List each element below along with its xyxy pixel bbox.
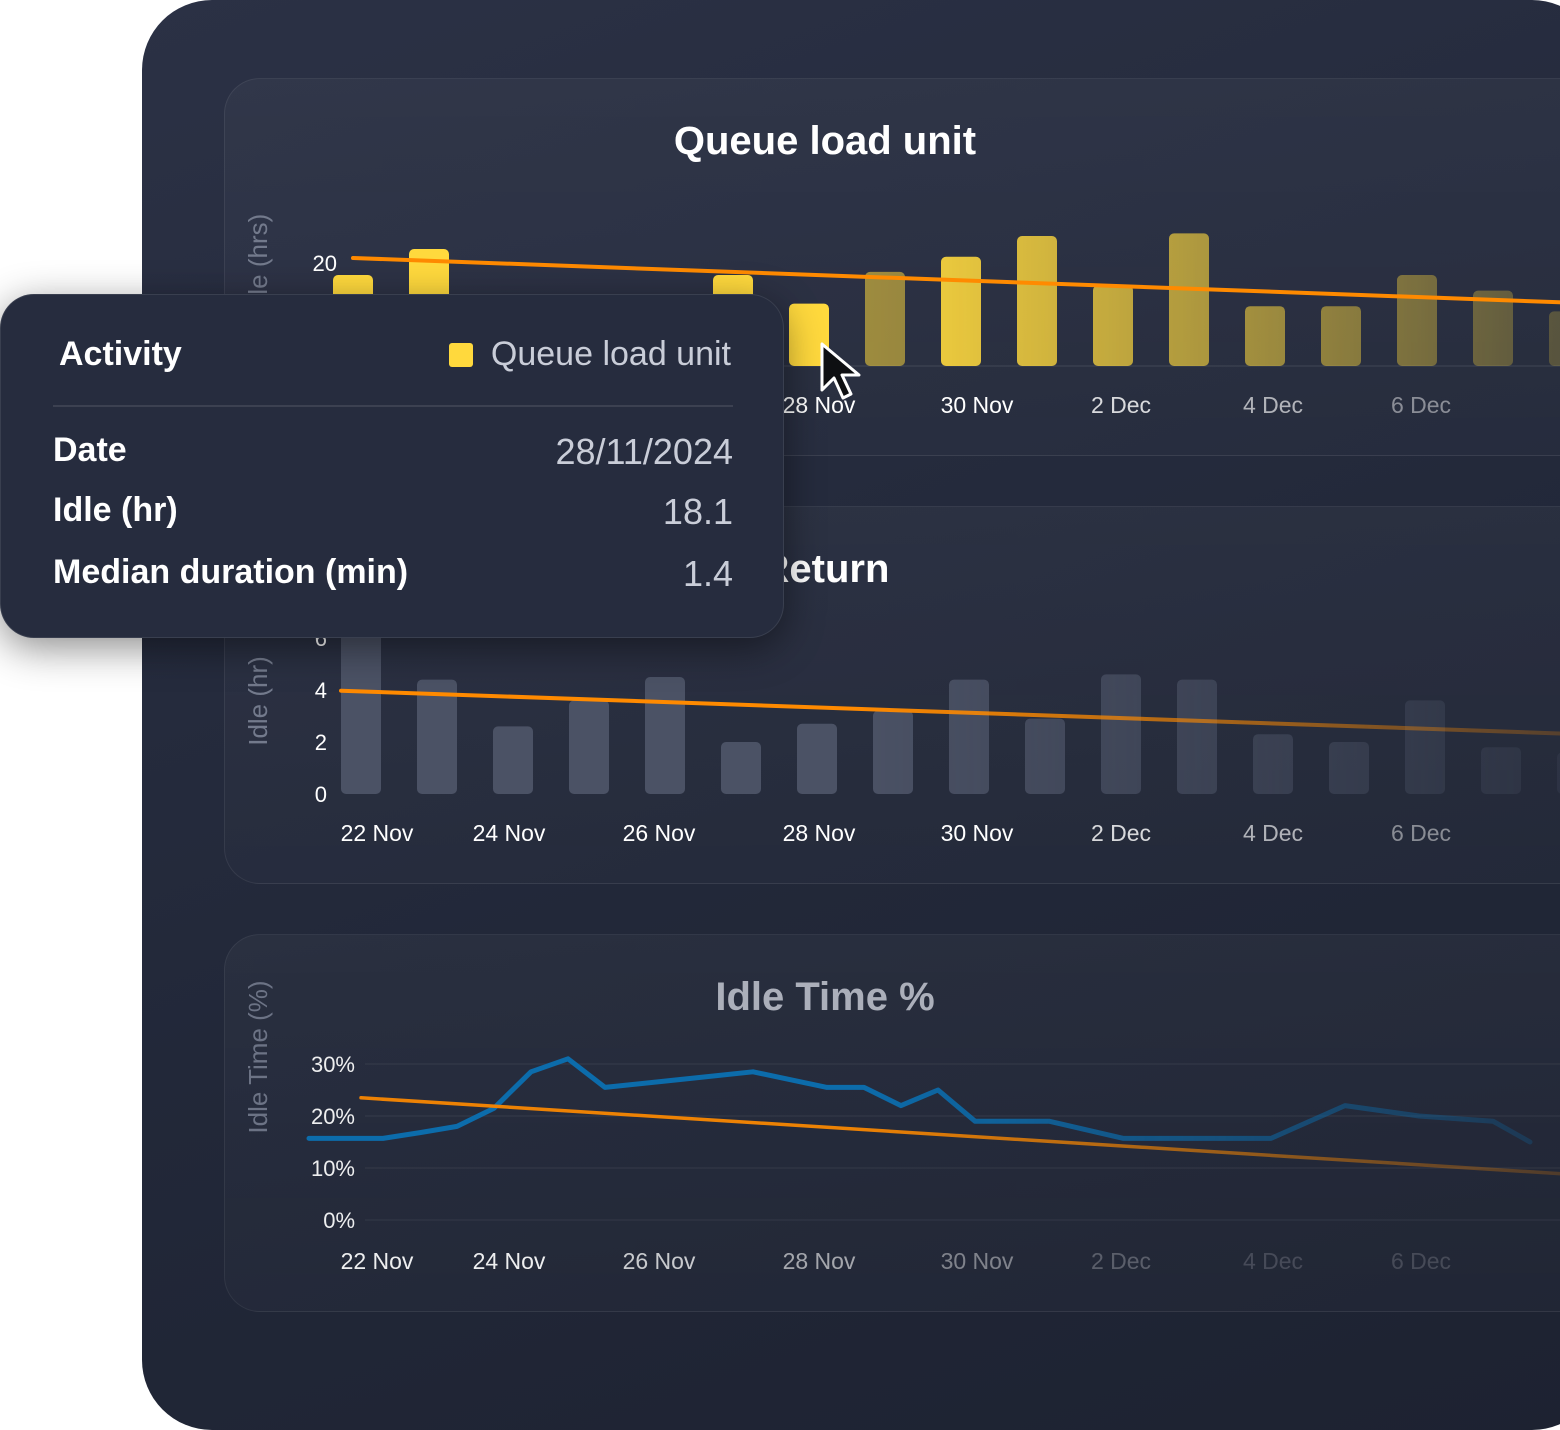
bar xyxy=(1017,236,1057,366)
chart-title: Queue load unit xyxy=(673,119,977,163)
bar xyxy=(1025,718,1065,794)
legend-swatch xyxy=(448,342,473,367)
bar xyxy=(1549,311,1560,366)
y-tick-label: 20% xyxy=(311,1104,355,1129)
row-label: Median duration (min) xyxy=(53,553,409,591)
bar xyxy=(1177,679,1217,794)
x-tick-label: 30 Nov xyxy=(941,392,1014,418)
bar xyxy=(1473,290,1513,366)
x-tick-label: 28 Nov xyxy=(783,1248,856,1274)
x-tick-label: 6 Dec xyxy=(1391,820,1451,846)
bar xyxy=(1169,233,1209,366)
bar xyxy=(949,679,989,794)
y-tick-label: 20 xyxy=(313,251,337,276)
bar xyxy=(493,726,533,794)
y-tick-label: 4 xyxy=(315,678,327,703)
trend-line xyxy=(359,1096,1560,1176)
bar xyxy=(1101,674,1141,794)
row-value: 28/11/2024 xyxy=(555,431,733,472)
chart-title: Idle Time % xyxy=(715,975,935,1019)
y-axis-label: Idle (hr) xyxy=(243,656,273,746)
x-tick-label: 4 Dec xyxy=(1243,1248,1303,1274)
x-tick-label: 2 Dec xyxy=(1091,392,1151,418)
y-tick-label: 0% xyxy=(323,1208,355,1233)
trend-line xyxy=(351,256,1560,305)
bar xyxy=(789,303,829,366)
bar xyxy=(1245,306,1285,366)
x-tick-label: 6 Dec xyxy=(1391,392,1451,418)
bar xyxy=(1329,742,1369,794)
tooltip-row-median: Median duration (min) 1.4 xyxy=(53,553,733,597)
y-tick-label: 30% xyxy=(311,1052,355,1077)
x-tick-label: 26 Nov xyxy=(623,820,696,846)
legend-label: Queue load unit xyxy=(490,335,731,373)
row-label: Date xyxy=(53,431,127,469)
x-tick-label: 22 Nov xyxy=(341,820,414,846)
bar xyxy=(1481,747,1521,794)
y-tick-label: 2 xyxy=(315,730,327,755)
tooltip-divider xyxy=(53,405,733,407)
x-tick-label: 2 Dec xyxy=(1091,820,1151,846)
return-chart-card: Return 0 2 4 6 Idle (hr) 22 Nov 24 Nov 26 Nov 28… xyxy=(224,506,1560,884)
bar xyxy=(1405,700,1445,794)
bar xyxy=(873,710,913,794)
bar xyxy=(865,271,905,366)
y-tick-label: 0 xyxy=(315,782,327,807)
bar xyxy=(341,630,381,794)
x-tick-label: 4 Dec xyxy=(1243,392,1303,418)
bar xyxy=(569,700,609,794)
x-tick-label: 30 Nov xyxy=(941,820,1014,846)
tooltip-row-date: Date 28/11/2024 xyxy=(53,431,733,475)
trend-line xyxy=(339,688,1560,736)
activity-tooltip: Activity Queue load unit Date 28/11/2024… xyxy=(0,294,784,638)
bar xyxy=(721,742,761,794)
idle-time-chart-card: Idle Time % 0% 10% 20% 30% Idle Time (%) 22 N… xyxy=(224,934,1560,1312)
bar xyxy=(645,677,685,794)
row-value: 18.1 xyxy=(662,491,733,532)
x-tick-label: 24 Nov xyxy=(473,1248,546,1274)
bar xyxy=(1557,752,1560,794)
tooltip-legend: Queue load unit xyxy=(448,335,731,374)
x-tick-label: 24 Nov xyxy=(473,820,546,846)
y-axis-label: Idle Time (%) xyxy=(243,980,273,1133)
bar xyxy=(1253,734,1293,794)
tooltip-title: Activity xyxy=(59,335,182,373)
mouse-cursor-icon xyxy=(820,342,861,400)
x-tick-label: 22 Nov xyxy=(341,1248,414,1274)
idle-time-chart[interactable]: 0% 10% 20% 30% Idle Time (%) 22 Nov 24 Nov 26 N… xyxy=(225,935,1560,1311)
bar xyxy=(1321,306,1361,366)
bar xyxy=(1093,285,1133,366)
row-value: 1.4 xyxy=(682,553,733,594)
series-line xyxy=(306,1056,1533,1145)
bar xyxy=(797,723,837,794)
x-tick-label: 30 Nov xyxy=(941,1248,1014,1274)
bar xyxy=(941,256,981,366)
bar xyxy=(417,679,457,794)
x-tick-label: 2 Dec xyxy=(1091,1248,1151,1274)
x-tick-label: 26 Nov xyxy=(623,1248,696,1274)
bar xyxy=(1397,275,1437,366)
row-label: Idle (hr) xyxy=(53,491,178,529)
tooltip-row-idle: Idle (hr) 18.1 xyxy=(53,491,733,535)
x-tick-label: 6 Dec xyxy=(1391,1248,1451,1274)
x-tick-label: 4 Dec xyxy=(1243,820,1303,846)
y-tick-label: 10% xyxy=(311,1156,355,1181)
x-tick-label: 28 Nov xyxy=(783,820,856,846)
